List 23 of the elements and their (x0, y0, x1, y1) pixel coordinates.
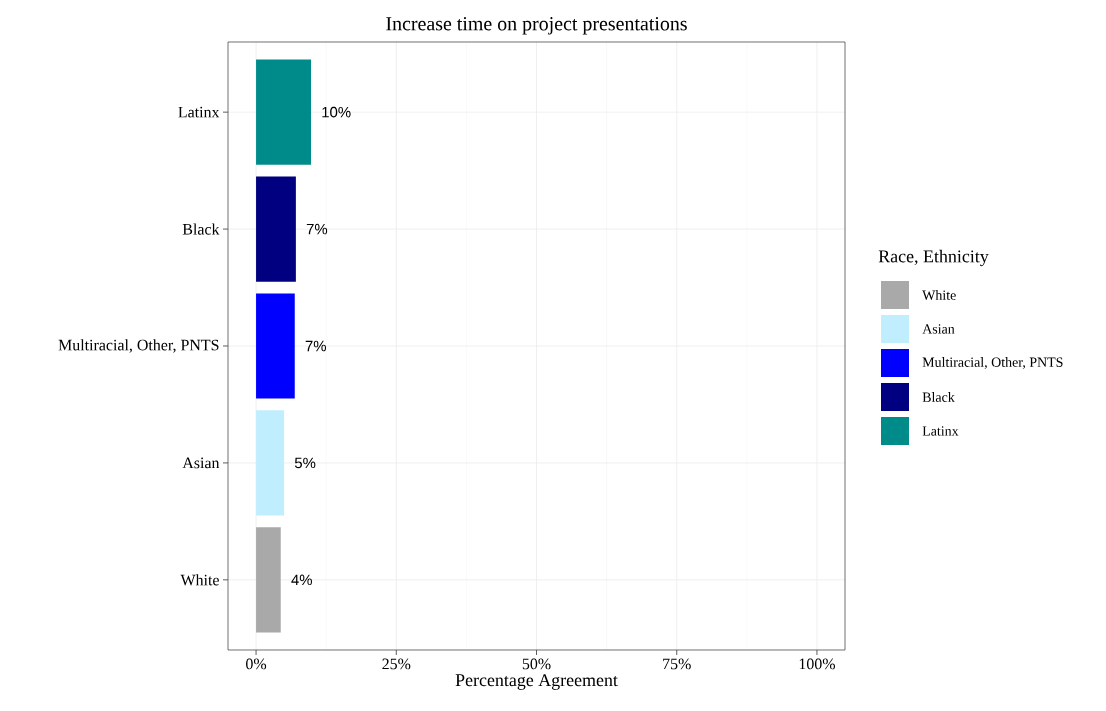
y-tick-label: White (180, 574, 219, 586)
x-tick-label: 0% (246, 658, 267, 670)
x-tick-label: 25% (382, 658, 411, 670)
x-tick-label: 50% (522, 658, 551, 670)
y-tick-label: Multiracial, Other, PNTS (58, 339, 219, 353)
legend-label: Multiracial, Other, PNTS (922, 357, 1063, 369)
x-tick-label: 75% (663, 658, 691, 670)
legend-title: Race, Ethnicity (878, 249, 989, 267)
chart-title: Increase time on project presentations (386, 17, 687, 35)
y-tick-label: Black (182, 223, 220, 235)
data-label: 10% (322, 106, 351, 118)
x-tick-label: 100% (799, 658, 836, 670)
data-label: 4% (291, 574, 312, 586)
data-label: 5% (294, 457, 316, 469)
legend-label: Black (922, 392, 955, 402)
legend-label: Latinx (922, 426, 959, 436)
y-tick-label: Latinx (178, 106, 220, 118)
y-tick-label: Asian (182, 457, 220, 469)
data-label: 7% (306, 223, 328, 235)
legend-label: Asian (922, 324, 955, 334)
legend-label: White (922, 290, 956, 300)
data-label: 7% (305, 340, 327, 352)
x-axis-title: Percentage Agreement (455, 674, 618, 690)
